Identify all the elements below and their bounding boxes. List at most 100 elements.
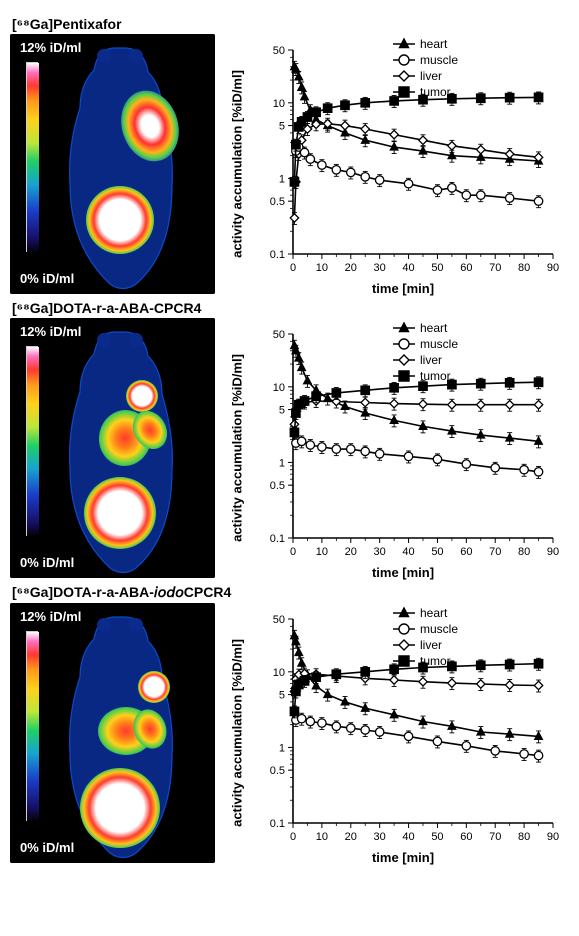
svg-text:20: 20 [345, 262, 357, 274]
svg-text:20: 20 [345, 831, 357, 843]
scan-max-label: 12% iD/ml [20, 609, 81, 624]
series-liver [290, 118, 543, 224]
legend-label: tumor [420, 368, 451, 384]
y-axis-label: activity accumulation [%iD/ml] [230, 639, 245, 827]
svg-text:1: 1 [279, 173, 285, 185]
colorbar [26, 631, 38, 821]
legend-label: heart [420, 36, 447, 52]
svg-text:80: 80 [518, 262, 530, 274]
series-tumor [290, 92, 543, 188]
legend-item-muscle: muscle [393, 52, 458, 68]
svg-text:10: 10 [316, 546, 328, 558]
legend-item-muscle: muscle [393, 336, 458, 352]
svg-text:40: 40 [402, 262, 414, 274]
legend: heartmusclelivertumor [393, 36, 458, 100]
x-axis-label: time [min] [372, 850, 434, 865]
scan-min-label: 0% iD/ml [20, 555, 74, 570]
square-icon [393, 369, 415, 383]
circle-icon [393, 337, 415, 351]
svg-text:80: 80 [518, 831, 530, 843]
legend-item-heart: heart [393, 605, 458, 621]
svg-text:10: 10 [273, 98, 285, 110]
legend-item-liver: liver [393, 352, 458, 368]
legend-item-heart: heart [393, 36, 458, 52]
legend-label: liver [420, 637, 442, 653]
y-axis-label: activity accumulation [%iD/ml] [230, 70, 245, 258]
legend-item-liver: liver [393, 637, 458, 653]
svg-text:0.5: 0.5 [270, 196, 285, 208]
svg-text:0.1: 0.1 [270, 533, 285, 545]
svg-text:0.5: 0.5 [270, 480, 285, 492]
svg-text:30: 30 [374, 831, 386, 843]
svg-text:10: 10 [273, 382, 285, 394]
legend-label: tumor [420, 653, 451, 669]
svg-text:60: 60 [460, 831, 472, 843]
legend-item-tumor: tumor [393, 368, 458, 384]
svg-text:50: 50 [431, 546, 443, 558]
panel-row: 12% iD/ml 0% iD/ml heartmusclelivertumor… [10, 34, 569, 294]
colorbar [26, 346, 38, 536]
svg-text:5: 5 [279, 405, 285, 417]
y-axis-label: activity accumulation [%iD/ml] [230, 354, 245, 542]
legend-item-liver: liver [393, 68, 458, 84]
svg-text:10: 10 [273, 667, 285, 679]
svg-text:70: 70 [489, 262, 501, 274]
svg-text:10: 10 [316, 262, 328, 274]
panel-title: [⁶⁸Ga]DOTA-r-a-ABA-𝘪𝘰𝘥𝘰CPCR4 [12, 584, 569, 601]
svg-text:50: 50 [273, 614, 285, 626]
svg-text:0: 0 [290, 831, 296, 843]
legend-item-heart: heart [393, 320, 458, 336]
pet-scan: 12% iD/ml 0% iD/ml [10, 318, 215, 578]
time-activity-chart: heartmusclelivertumor 0.1 0.5 1 5 10 50 0 10 20… [243, 34, 563, 294]
svg-text:0.1: 0.1 [270, 818, 285, 830]
x-axis-label: time [min] [372, 565, 434, 580]
svg-text:50: 50 [431, 831, 443, 843]
svg-text:80: 80 [518, 546, 530, 558]
tri-icon [393, 37, 415, 51]
series-muscle [292, 142, 543, 208]
x-axis-label: time [min] [372, 281, 434, 296]
svg-text:20: 20 [345, 546, 357, 558]
legend-label: tumor [420, 84, 451, 100]
svg-text:90: 90 [547, 831, 559, 843]
panel-title: [⁶⁸Ga]DOTA-r-a-ABA-CPCR4 [12, 300, 569, 316]
svg-text:70: 70 [489, 831, 501, 843]
svg-text:40: 40 [402, 546, 414, 558]
svg-text:1: 1 [279, 742, 285, 754]
svg-text:50: 50 [273, 45, 285, 57]
scan-max-label: 12% iD/ml [20, 40, 81, 55]
legend-label: muscle [420, 52, 458, 68]
svg-text:0: 0 [290, 262, 296, 274]
diamond-icon [393, 353, 415, 367]
series-muscle [292, 436, 543, 478]
svg-text:30: 30 [374, 262, 386, 274]
legend-label: heart [420, 320, 447, 336]
svg-text:30: 30 [374, 546, 386, 558]
legend-label: liver [420, 68, 442, 84]
panel-row: 12% iD/ml 0% iD/ml heartmusclelivertumor… [10, 603, 569, 863]
time-activity-chart: heartmusclelivertumor 0.10.5151050 01020… [243, 603, 563, 863]
colorbar [26, 62, 38, 252]
legend-label: muscle [420, 621, 458, 637]
svg-text:5: 5 [279, 121, 285, 133]
scan-min-label: 0% iD/ml [20, 271, 74, 286]
svg-text:50: 50 [273, 329, 285, 341]
scan-max-label: 12% iD/ml [20, 324, 81, 339]
legend-label: heart [420, 605, 447, 621]
svg-text:70: 70 [489, 546, 501, 558]
svg-text:60: 60 [460, 262, 472, 274]
scan-min-label: 0% iD/ml [20, 840, 74, 855]
circle-icon [393, 53, 415, 67]
svg-text:90: 90 [547, 262, 559, 274]
square-icon [393, 654, 415, 668]
legend-label: liver [420, 352, 442, 368]
legend: heartmusclelivertumor [393, 605, 458, 669]
svg-text:5: 5 [279, 690, 285, 702]
legend-item-tumor: tumor [393, 653, 458, 669]
panel-title: [⁶⁸Ga]Pentixafor [12, 16, 569, 32]
svg-text:0.1: 0.1 [270, 249, 285, 261]
diamond-icon [393, 69, 415, 83]
svg-text:1: 1 [279, 457, 285, 469]
svg-text:0.5: 0.5 [270, 765, 285, 777]
legend-item-muscle: muscle [393, 621, 458, 637]
